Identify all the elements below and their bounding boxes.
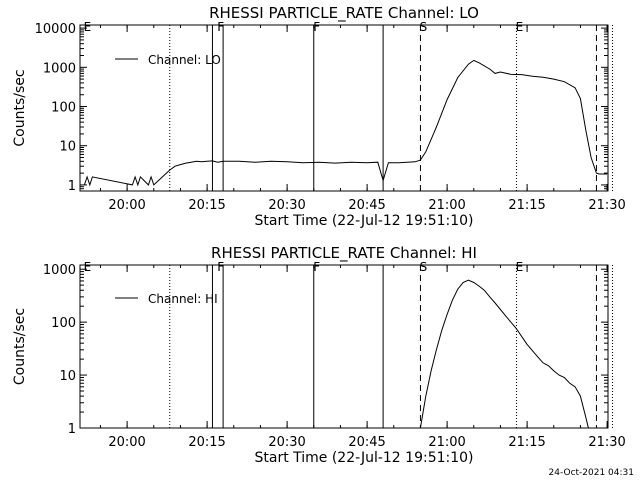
y-tick-label: 10 (59, 369, 76, 384)
marker-label: S (420, 260, 428, 274)
x-tick-label: 21:15 (508, 198, 545, 213)
legend-label: Channel: HI (148, 292, 218, 306)
panel-lo: RHESSI PARTICLE_RATE Channel: LO 20:00 20:… (12, 4, 626, 229)
x-tick-label: 20:45 (348, 198, 385, 213)
y-tick-label: 100 (51, 101, 76, 116)
panel-hi: RHESSI PARTICLE_RATE Channel: HI 20:00 20:… (12, 244, 626, 466)
marker-label: S (420, 20, 428, 34)
y-tick-label: 1 (68, 179, 76, 194)
footer-timestamp: 24-Oct-2021 04:31 (548, 468, 634, 478)
series-line (419, 279, 589, 429)
y-tick-label: 1000 (43, 263, 76, 278)
y-tick-label: 1000 (43, 61, 76, 76)
marker-label: E (516, 260, 524, 274)
x-tick-label: 20:00 (108, 198, 145, 213)
x-tick-label: 20:30 (268, 435, 305, 450)
marker-label: F (313, 260, 320, 274)
x-tick-label: 21:30 (588, 435, 625, 450)
marker-label: E (84, 20, 92, 34)
x-tick-label: 20:30 (268, 198, 305, 213)
x-tick-label: 20:15 (188, 198, 225, 213)
chart-title: RHESSI PARTICLE_RATE Channel: HI (211, 244, 477, 263)
plot-frame (79, 264, 609, 429)
marker-label: F (217, 260, 224, 274)
x-tick-label: 20:00 (108, 435, 145, 450)
x-axis-label: Start Time (22-Jul-12 19:51:10) (254, 450, 473, 466)
y-tick-label: 1 (68, 422, 76, 437)
marker-label: E (516, 20, 524, 34)
y-axis-label: Counts/sec (12, 69, 28, 146)
y-tick-label: 10000 (35, 22, 76, 37)
marker-label: F (217, 20, 224, 34)
series-line (83, 59, 608, 187)
x-tick-label: 20:15 (188, 435, 225, 450)
plot-frame (79, 24, 609, 192)
x-tick-label: 21:15 (508, 435, 545, 450)
legend-label: Channel: LO (148, 53, 221, 67)
y-axis-label: Counts/sec (12, 308, 28, 385)
x-tick-label: 21:00 (428, 198, 465, 213)
marker-label: F (313, 20, 320, 34)
y-tick-label: 100 (51, 316, 76, 331)
x-tick-label: 21:00 (428, 435, 465, 450)
x-tick-label: 21:30 (588, 198, 625, 213)
y-tick-label: 10 (59, 140, 76, 155)
x-tick-label: 20:45 (348, 435, 385, 450)
marker-label: E (84, 260, 92, 274)
x-axis-label: Start Time (22-Jul-12 19:51:10) (254, 213, 473, 229)
chart-title: RHESSI PARTICLE_RATE Channel: LO (209, 4, 479, 23)
